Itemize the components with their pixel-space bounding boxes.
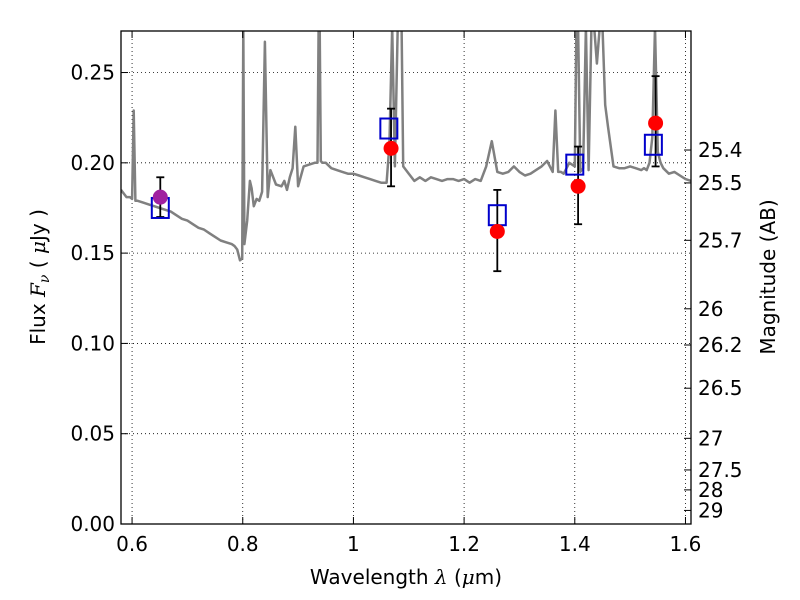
model-photometry-point xyxy=(643,133,663,156)
y-tick-label: 0.00 xyxy=(70,512,115,536)
magnitude-tick-label: 26.2 xyxy=(698,333,743,357)
magnitude-tick-label: 25.7 xyxy=(698,228,743,252)
y-tick-label: 0.20 xyxy=(70,151,115,175)
observed-point xyxy=(648,115,664,131)
observed-point xyxy=(570,178,586,194)
y-tick-label: 0.05 xyxy=(70,422,115,446)
magnitude-tick-label: 27 xyxy=(698,426,723,450)
plot-area xyxy=(121,31,691,273)
magnitude-tick-label: 26 xyxy=(698,297,723,321)
model-photometry-point xyxy=(565,153,585,176)
x-tick-label: 0.6 xyxy=(116,532,148,556)
x-tick-label: 1 xyxy=(347,532,360,556)
magnitude-axis-title: Magnitude (AB) xyxy=(756,199,780,354)
x-tick-label: 1.6 xyxy=(670,532,702,556)
x-axis-title: Wavelength λ (μm) xyxy=(310,565,502,589)
y-tick-label: 0.15 xyxy=(70,241,115,265)
magnitude-tick-label: 28 xyxy=(698,478,723,502)
plot-frame xyxy=(120,30,692,525)
observed-point xyxy=(383,140,399,156)
model-spectrum-line xyxy=(121,31,691,262)
y-axis-title: Flux Fν ( μJy ) xyxy=(26,209,53,345)
y-tick-label: 0.25 xyxy=(70,61,115,85)
axes: 0.6 0.8 1 1.2 1.4 1.6 0.00 0.05 0.10 0.15 0.20 0.25… xyxy=(70,31,743,556)
model-photometry-point xyxy=(379,117,399,140)
magnitude-tick-label: 27.5 xyxy=(698,458,743,482)
optical-observed-point xyxy=(152,189,168,205)
x-tick-label: 1.2 xyxy=(448,532,480,556)
magnitude-tick-label: 25.5 xyxy=(698,171,743,195)
magnitude-tick-label: 25.4 xyxy=(698,138,743,162)
x-tick-label: 1.4 xyxy=(559,532,591,556)
magnitude-tick-label: 29 xyxy=(698,498,723,522)
magnitude-tick-label: 26.5 xyxy=(698,376,743,400)
y-tick-label: 0.10 xyxy=(70,331,115,355)
observed-point xyxy=(489,223,505,239)
x-tick-label: 0.8 xyxy=(227,532,259,556)
